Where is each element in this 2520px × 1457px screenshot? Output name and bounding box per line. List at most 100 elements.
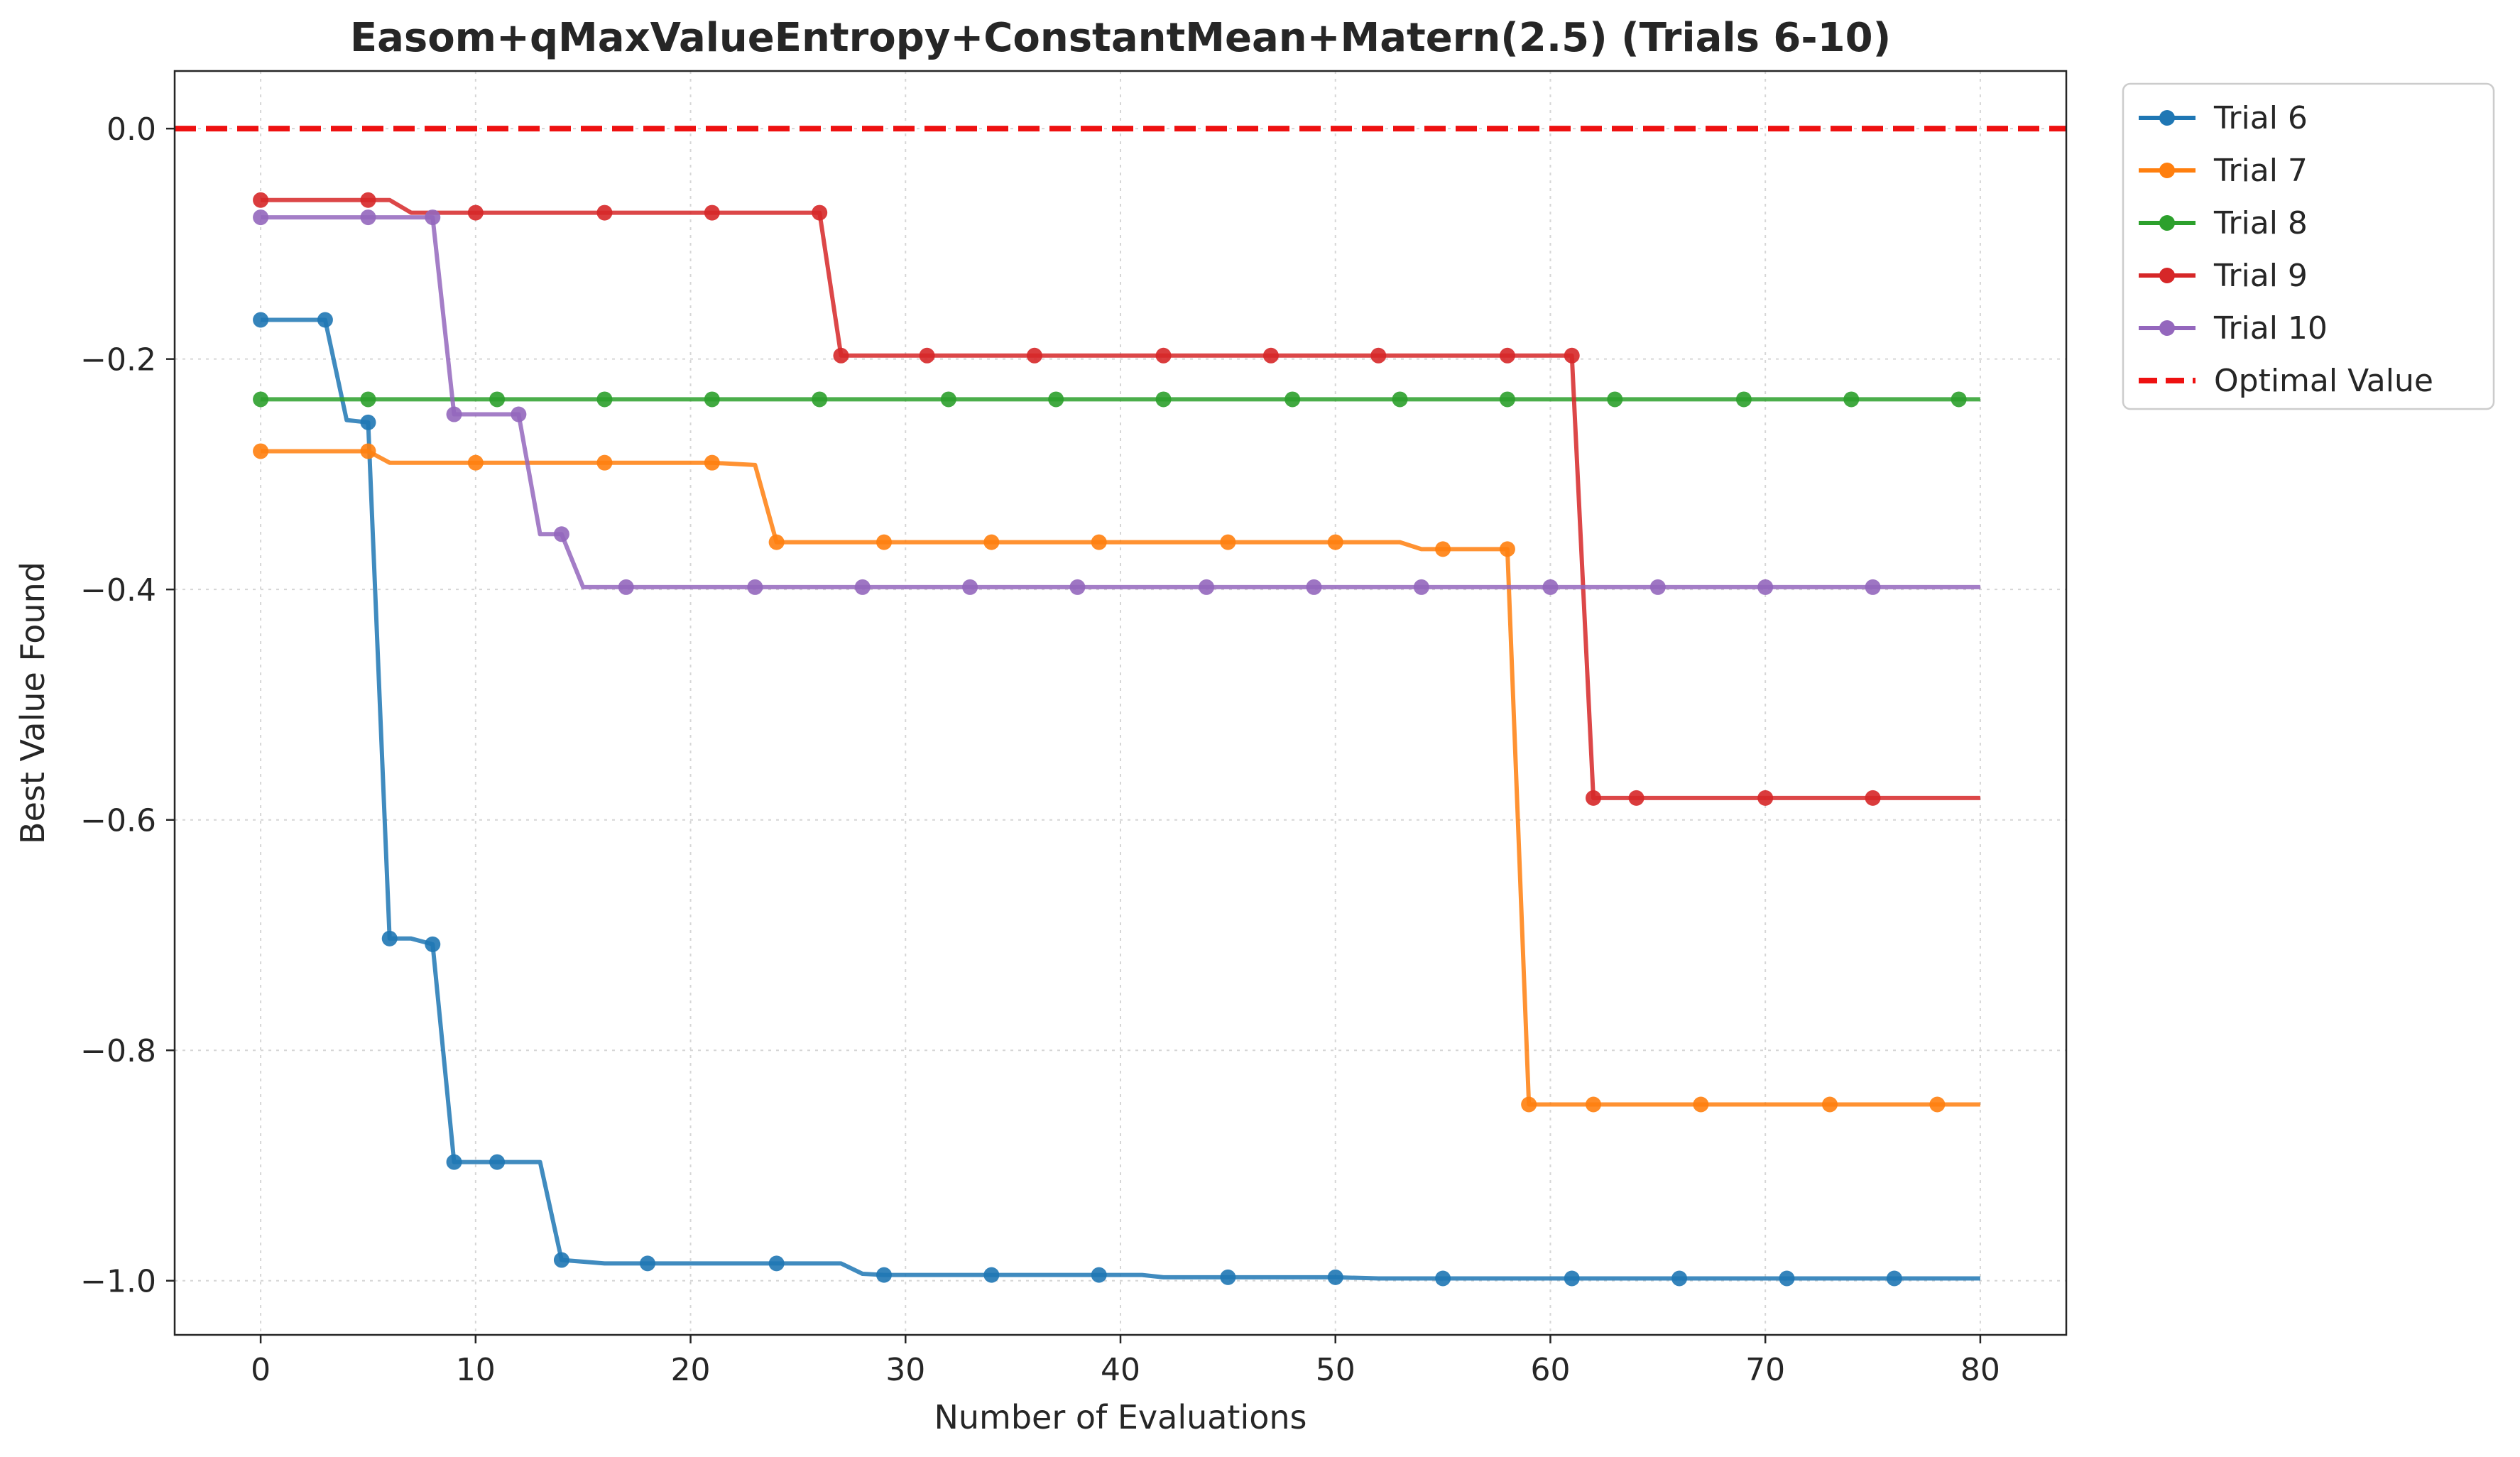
- data-point: [1435, 1270, 1451, 1287]
- data-point: [1735, 391, 1752, 408]
- data-point: [1091, 1267, 1107, 1283]
- x-tick-label: 70: [1745, 1352, 1785, 1388]
- data-point: [747, 579, 763, 595]
- legend-marker: [2159, 268, 2175, 283]
- data-point: [596, 391, 613, 408]
- x-tick-label: 10: [456, 1352, 496, 1388]
- data-point: [1542, 579, 1559, 595]
- data-point: [1586, 1096, 1601, 1113]
- data-point: [812, 204, 828, 221]
- data-point: [596, 454, 613, 471]
- data-point: [253, 312, 269, 328]
- data-point: [1220, 1269, 1236, 1285]
- data-point: [381, 930, 398, 946]
- data-point: [1499, 347, 1515, 364]
- data-point: [1435, 541, 1451, 557]
- data-point: [940, 391, 956, 408]
- y-tick-label: −0.6: [80, 803, 156, 839]
- legend-label: Trial 8: [2213, 205, 2308, 241]
- data-point: [425, 209, 441, 226]
- data-point: [1757, 790, 1774, 806]
- legend-label: Trial 9: [2213, 258, 2308, 294]
- data-point: [854, 579, 871, 595]
- data-point: [1628, 790, 1644, 806]
- data-point: [919, 347, 935, 364]
- data-point: [876, 534, 892, 550]
- data-point: [1370, 347, 1387, 364]
- y-tick-label: −0.2: [80, 342, 156, 378]
- data-point: [1306, 579, 1322, 595]
- data-point: [1586, 790, 1601, 806]
- data-point: [1199, 579, 1215, 595]
- data-point: [812, 391, 828, 408]
- data-point: [1521, 1096, 1537, 1113]
- legend-marker: [2159, 215, 2175, 231]
- data-point: [511, 406, 527, 422]
- data-point: [1220, 534, 1236, 550]
- data-point: [1499, 541, 1515, 557]
- legend-marker: [2159, 320, 2175, 336]
- data-point: [768, 534, 785, 550]
- x-tick-label: 40: [1101, 1352, 1140, 1388]
- data-point: [253, 192, 269, 208]
- data-point: [553, 526, 569, 542]
- data-point: [446, 406, 462, 422]
- x-tick-label: 50: [1316, 1352, 1356, 1388]
- data-point: [467, 454, 484, 471]
- data-point: [768, 1255, 785, 1272]
- data-point: [1413, 579, 1429, 595]
- data-point: [1951, 391, 1967, 408]
- legend-marker: [2159, 163, 2175, 178]
- data-point: [596, 204, 613, 221]
- data-point: [360, 391, 376, 408]
- x-tick-label: 30: [885, 1352, 925, 1388]
- x-tick-label: 80: [1960, 1352, 2000, 1388]
- data-point: [704, 454, 720, 471]
- data-point: [1327, 534, 1343, 550]
- chart-title: Easom+qMaxValueEntropy+ConstantMean+Mate…: [350, 15, 1891, 61]
- series-group: [253, 192, 1980, 1287]
- data-point: [1155, 347, 1172, 364]
- data-point: [1779, 1270, 1795, 1287]
- legend-item: Trial 6: [2139, 100, 2308, 136]
- data-point: [1327, 1269, 1343, 1285]
- data-point: [983, 534, 1000, 550]
- data-point: [467, 204, 484, 221]
- series-trial-10: [253, 209, 1980, 595]
- y-axis-label: Best Value Found: [13, 562, 52, 844]
- data-point: [553, 1252, 569, 1268]
- data-point: [1607, 391, 1623, 408]
- legend-frame: [2122, 82, 2495, 410]
- data-point: [360, 209, 376, 226]
- series-trial-6: [253, 312, 1980, 1287]
- data-point: [1564, 347, 1580, 364]
- legend-item: Trial 7: [2139, 153, 2308, 189]
- data-point: [704, 391, 720, 408]
- data-point: [360, 414, 376, 430]
- data-point: [618, 579, 634, 595]
- data-point: [1069, 579, 1086, 595]
- data-point: [1649, 579, 1666, 595]
- y-tick-label: −0.8: [80, 1033, 156, 1069]
- data-point: [1843, 391, 1860, 408]
- data-point: [489, 391, 506, 408]
- data-point: [1091, 534, 1107, 550]
- legend-label: Trial 6: [2213, 100, 2308, 136]
- data-point: [1693, 1096, 1709, 1113]
- data-point: [253, 391, 269, 408]
- data-point: [1886, 1270, 1902, 1287]
- legend-item: Trial 10: [2139, 310, 2328, 346]
- data-point: [1026, 347, 1042, 364]
- data-point: [1671, 1270, 1688, 1287]
- y-tick-label: −0.4: [80, 572, 156, 609]
- series-trial-7: [253, 443, 1980, 1113]
- series-trial-8: [253, 391, 1980, 408]
- data-point: [983, 1267, 1000, 1283]
- data-point: [360, 443, 376, 459]
- data-point: [1155, 391, 1172, 408]
- ticks: 0 10 20 30 40 50 60 70 80 0.0 −0.2 −0.4 −0.6 −0.8 −1.0: [80, 111, 2000, 1388]
- data-point: [489, 1154, 506, 1170]
- data-point: [1865, 579, 1881, 595]
